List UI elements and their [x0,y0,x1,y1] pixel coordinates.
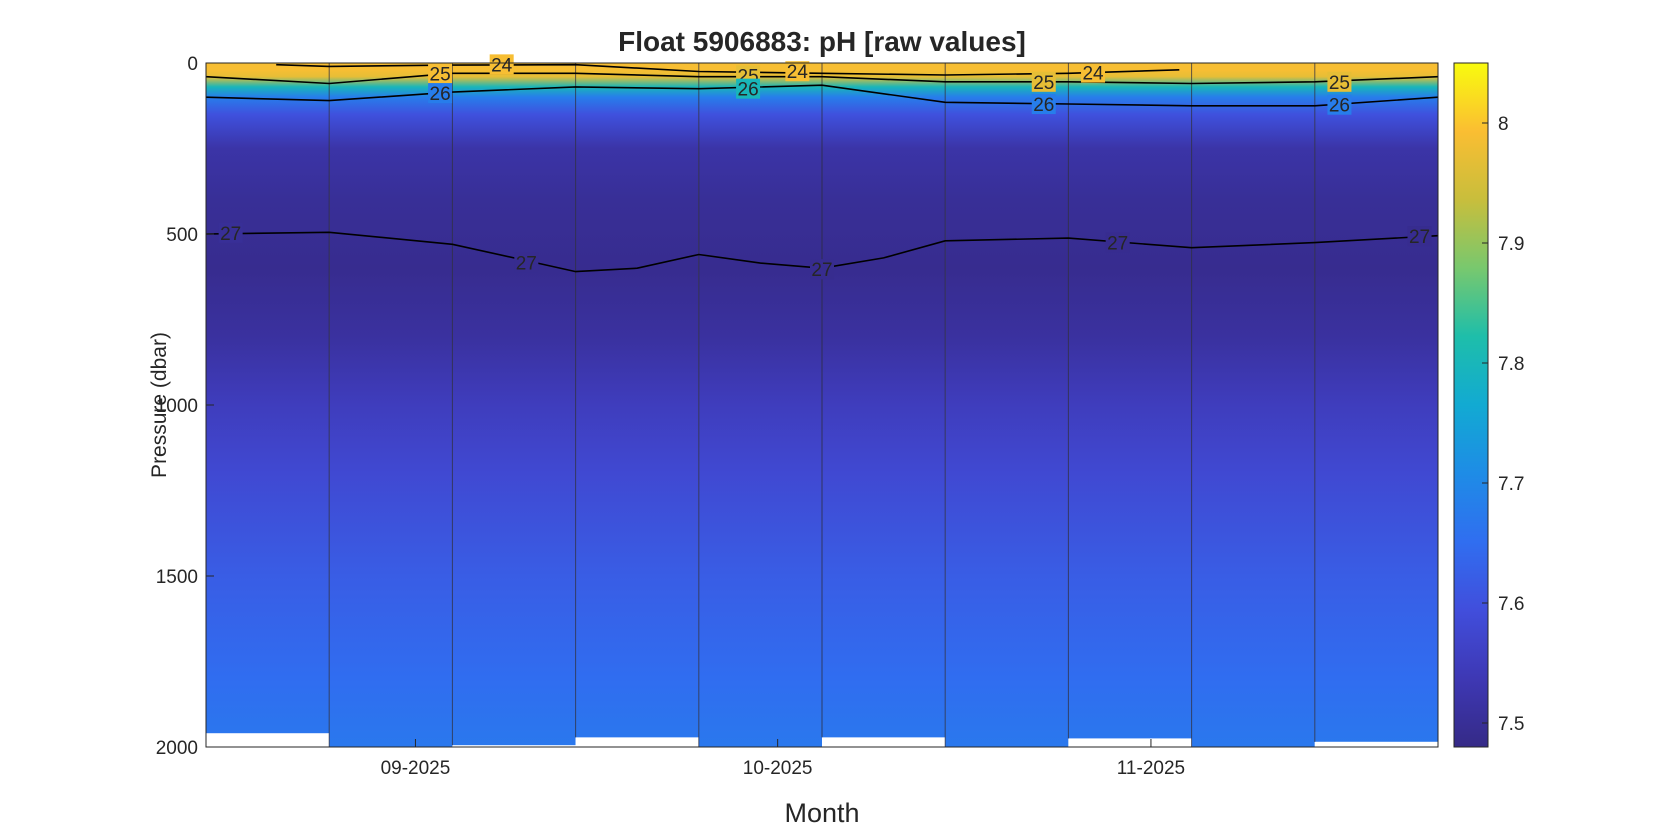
contour-label-bg [489,54,514,75]
heatmap [206,63,1438,747]
contour-label: 24 [787,62,809,83]
y-tick-label: 2000 [156,738,198,759]
y-tick-label: 1000 [156,396,198,417]
profile-column [1314,63,1438,742]
colorbar-tick-label: 7.6 [1498,594,1524,615]
profile-column [329,63,453,747]
profile-column [945,63,1069,747]
missing-data-cell [1314,741,1438,747]
chart-title: Float 5906883: pH [raw values] [618,26,1026,57]
contour-label: 25 [430,64,451,85]
contour-label-bg [810,259,834,280]
colorbar-tick-label: 7.7 [1498,474,1524,495]
missing-data-cell [1068,738,1192,747]
y-axis: 0 500 1000 1500 2000 [156,54,214,759]
missing-data-cell [452,745,576,747]
contour-label-bg [428,83,453,104]
x-axis-label: Month [784,798,859,828]
contour-label-bg [428,63,453,84]
contour-label-bg [1031,94,1056,115]
colorbar-tick-label: 7.5 [1498,714,1524,735]
contour-label: 26 [430,84,451,105]
colorbar-tick-label: 7.8 [1498,354,1524,375]
missing-data-cell [575,737,699,747]
y-axis-label: Pressure (dbar) [148,332,171,478]
contour-label-bg [1327,94,1352,115]
contour-label-bg [736,78,761,99]
profile-column [452,63,576,746]
contour-label-bg [218,222,243,243]
colorbar-tick-label: 7.9 [1498,234,1524,255]
contour-label: 26 [738,80,759,101]
profile-column [1191,63,1315,747]
contour-label: 26 [1033,95,1054,116]
x-tick-label: 11-2025 [1117,758,1185,779]
contour-line-26 [206,84,1438,107]
profile-column [698,63,822,747]
colorbar-ticks: 7.5 7.6 7.7 7.8 7.9 8 [1482,114,1524,735]
contour-label: 25 [1329,73,1350,94]
contour-label: 26 [1329,96,1350,117]
y-tick-label: 500 [166,225,198,246]
colorbar [1453,62,1489,748]
contour-label-bg [514,252,539,273]
contour-label-bg [785,61,810,82]
contour-line-24 [276,63,1180,76]
profile-column [1068,63,1192,739]
contour-line-25 [206,72,1438,85]
contour-label: 24 [1082,64,1104,85]
profile-column [575,63,699,738]
density-contours [206,63,1438,273]
contour-label-bg [1327,71,1352,92]
contour-label-bg [1031,71,1056,92]
contour-label: 27 [1409,227,1430,248]
contour-label: 25 [1033,73,1054,94]
x-axis: 09-2025 10-2025 11-2025 [381,739,1185,779]
profile-column [822,63,946,738]
contour-label: 27 [1107,234,1128,255]
x-tick-label: 09-2025 [381,758,451,779]
colorbar-tick-label: 8 [1498,114,1509,135]
y-tick-label: 0 [187,54,198,75]
contour-label: 27 [516,253,537,274]
y-tick-label: 1500 [156,567,198,588]
missing-data-cell [206,733,330,747]
contour-label-bg [1081,62,1106,83]
missing-data-cell [822,737,946,747]
contour-line-27 [206,231,1438,273]
contour-label: 27 [811,260,832,281]
contour-label: 24 [491,55,513,76]
contour-label-bg [1407,226,1432,247]
contour-label-bg [1105,232,1130,253]
x-tick-label: 10-2025 [743,758,813,779]
profile-column [206,63,330,734]
contour-label: 27 [220,224,241,245]
